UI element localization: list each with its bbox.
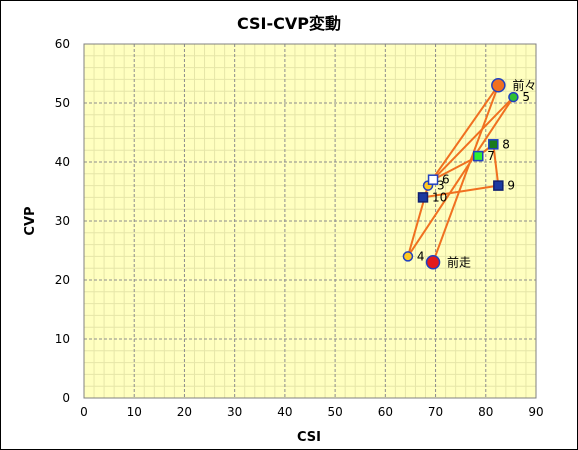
connector-line [427, 84, 500, 187]
data-point-marker [427, 174, 439, 185]
x-tick-label: 70 [428, 405, 443, 419]
x-tick-label: 30 [227, 405, 242, 419]
data-point-marker [491, 78, 506, 93]
data-point-label: 8 [502, 137, 510, 151]
x-tick-label: 80 [478, 405, 493, 419]
data-point-label: 7 [487, 149, 495, 163]
data-point-marker [472, 150, 484, 162]
y-tick-label: 20 [55, 273, 70, 287]
x-tick-label: 90 [528, 405, 543, 419]
plot-border [83, 43, 537, 399]
data-point-marker [493, 180, 504, 191]
data-point-label: 3 [437, 179, 445, 193]
x-axis-title: CSI [297, 430, 321, 445]
y-tick-label: 60 [55, 37, 70, 51]
connector-line [422, 184, 499, 199]
data-point-label: 5 [522, 90, 530, 104]
chart-title: CSI-CVP変動 [236, 14, 341, 33]
data-point-label: 前走 [447, 254, 471, 269]
connector-line [432, 84, 500, 263]
data-point-marker [402, 251, 414, 262]
data-point-marker [508, 91, 519, 103]
y-tick-label: 10 [55, 332, 70, 346]
data-point-marker [417, 192, 429, 203]
x-tick-label: 20 [177, 405, 192, 419]
data-point-marker [488, 139, 499, 150]
connector-line [492, 144, 500, 186]
connector-line [407, 96, 515, 257]
data-point-label: 前々 [512, 77, 536, 92]
connector-line [432, 155, 479, 181]
x-tick-label: 60 [378, 405, 393, 419]
connector-line [432, 96, 515, 181]
data-point-label: 4 [417, 249, 425, 263]
y-tick-label: 30 [55, 214, 70, 228]
data-point-label: 10 [432, 190, 447, 204]
data-point-label: 6 [442, 173, 450, 187]
data-point-marker [425, 255, 441, 270]
y-tick-label: 0 [62, 391, 70, 405]
x-tick-label: 10 [127, 405, 142, 419]
y-axis-title: CVP [23, 206, 38, 235]
data-point-label: 9 [507, 179, 515, 193]
x-tick-label: 0 [80, 405, 88, 419]
y-tick-label: 40 [55, 155, 70, 169]
x-tick-label: 50 [327, 405, 342, 419]
x-tick-label: 40 [277, 405, 292, 419]
y-tick-label: 50 [55, 96, 70, 110]
